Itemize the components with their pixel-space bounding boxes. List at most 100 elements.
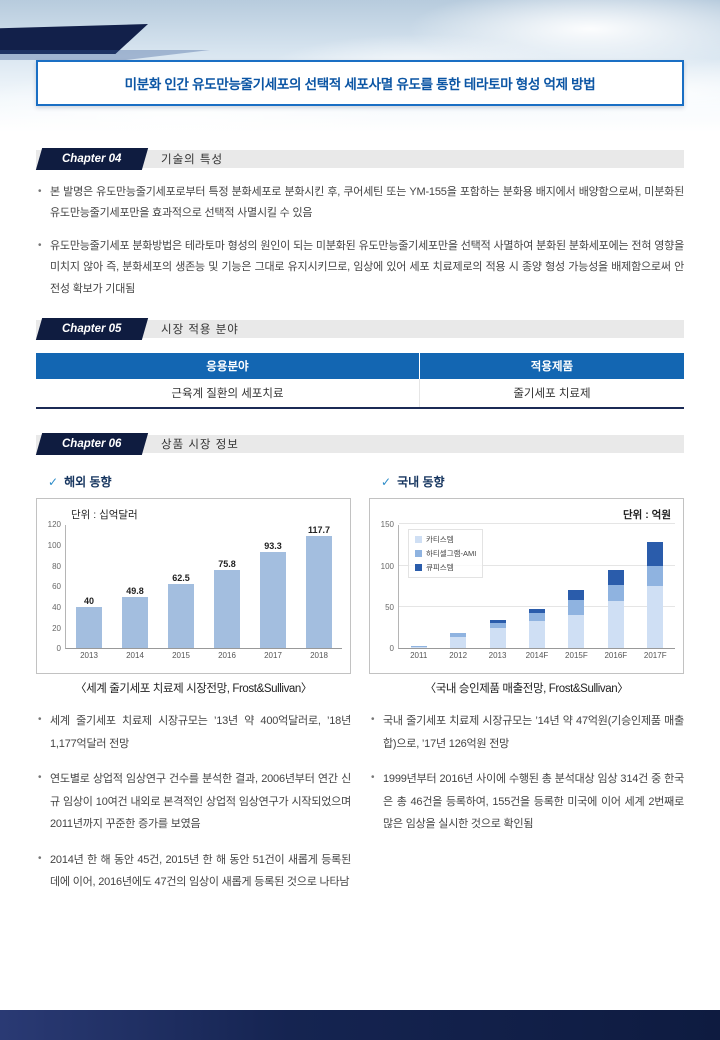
overseas-heading-text: 해외 동향 bbox=[64, 475, 112, 490]
y-tick-label: 0 bbox=[56, 644, 61, 654]
chapter-06-badge: Chapter 06 bbox=[35, 433, 149, 456]
bar-column: 2017F bbox=[644, 525, 667, 660]
bar bbox=[306, 536, 332, 649]
bar bbox=[122, 596, 148, 649]
charts-row: ✓ 해외 동향 단위 : 십억달러 0 20 40 60 80 100 120 40 2013 4… bbox=[36, 463, 684, 907]
y-tick-label: 40 bbox=[52, 602, 61, 612]
chapter-05-title: 시장 적용 분야 bbox=[161, 324, 239, 337]
y-tick-label: 60 bbox=[52, 582, 61, 592]
gridline bbox=[399, 605, 675, 607]
world-market-bar-chart: 0 20 40 60 80 100 120 40 2013 49.8 2014 62.5 2015 75.… bbox=[41, 520, 342, 660]
bar-column: 117.7 2018 bbox=[306, 525, 332, 660]
bar-column: 40 2013 bbox=[76, 525, 102, 660]
bar-segment bbox=[568, 600, 585, 616]
legend-name: 카티스템 bbox=[426, 535, 454, 545]
bar-column: 2012 bbox=[449, 525, 467, 660]
bar-column: 2014F bbox=[526, 525, 548, 660]
chapter-05-badge: Chapter 05 bbox=[35, 318, 149, 341]
x-tick-label: 2018 bbox=[310, 651, 328, 661]
bar-segment bbox=[450, 636, 467, 649]
document-title-box: 미분화 인간 유도만능줄기세포의 선택적 세포사멸 유도를 통한 테라토마 형성… bbox=[36, 60, 684, 106]
y-tick-label: 20 bbox=[52, 623, 61, 633]
world-market-chart: 단위 : 십억달러 0 20 40 60 80 100 120 40 2013 49.8 2014 6… bbox=[36, 498, 351, 675]
tech-features-list: 본 발명은 유도만능줄기세포로부터 특정 분화세포로 분화시킨 후, 쿠어세틴 … bbox=[36, 182, 684, 300]
bar-segment bbox=[647, 565, 664, 587]
bar-column: 2016F bbox=[604, 525, 627, 660]
x-tick-label: 2016 bbox=[218, 651, 236, 661]
bar-segment bbox=[450, 632, 467, 634]
bar bbox=[76, 606, 102, 649]
domestic-column: ✓ 국내 동향 단위 : 억원 카티스템 하티셀그램-AMI 큐피스템 0 50 100… bbox=[369, 463, 684, 907]
bullet-item: 세계 줄기세포 치료제 시장규모는 ’13년 약 400억달러로, ’18년 1… bbox=[36, 710, 351, 755]
main-content: Chapter 04 기술의 특성 본 발명은 유도만능줄기세포로부터 특정 분… bbox=[0, 148, 720, 907]
chapter-06-title: 상품 시장 정보 bbox=[161, 439, 239, 452]
domestic-heading-text: 국내 동향 bbox=[397, 475, 445, 490]
domestic-market-chart: 단위 : 억원 카티스템 하티셀그램-AMI 큐피스템 0 50 100 150 2011 2… bbox=[369, 498, 684, 675]
table-header-product: 적용제품 bbox=[418, 353, 684, 380]
bar-column: 75.8 2016 bbox=[214, 525, 240, 660]
x-tick-label: 2015F bbox=[565, 651, 588, 661]
table-header-row: 응용분야 적용제품 bbox=[36, 353, 684, 380]
table-header-application: 응용분야 bbox=[36, 353, 420, 380]
chapter-bar bbox=[36, 435, 684, 454]
chapter-05-badge-label: Chapter 05 bbox=[62, 323, 122, 336]
x-tick-label: 2017 bbox=[264, 651, 282, 661]
document-title: 미분화 인간 유도만능줄기세포의 선택적 세포사멸 유도를 통한 테라토마 형성… bbox=[124, 77, 596, 92]
bar-segment bbox=[568, 590, 585, 601]
header-banner: 미분화 인간 유도만능줄기세포의 선택적 세포사멸 유도를 통한 테라토마 형성… bbox=[0, 0, 720, 132]
legend-name: 하티셀그램-AMI bbox=[426, 549, 477, 559]
x-tick-label: 2014 bbox=[126, 651, 144, 661]
table-cell-product: 줄기세포 치료제 bbox=[418, 379, 684, 409]
unit-label: 단위 : 십억달러 bbox=[71, 509, 138, 522]
bar-segment bbox=[607, 601, 624, 649]
domestic-notes-list: 국내 줄기세포 치료제 시장규모는 ’14년 약 47억원(기승인제품 매출합)… bbox=[369, 710, 684, 836]
bullet-item: 본 발명은 유도만능줄기세포로부터 특정 분화세포로 분화시킨 후, 쿠어세틴 … bbox=[36, 182, 684, 225]
x-tick-label: 2014F bbox=[525, 651, 549, 661]
value-label: 62.5 bbox=[172, 572, 190, 583]
bullet-item: 2014년 한 해 동안 45건, 2015년 한 해 동안 51건이 새롭게 … bbox=[36, 849, 351, 894]
check-icon: ✓ bbox=[48, 474, 59, 489]
value-label: 117.7 bbox=[307, 525, 331, 536]
bar-segment bbox=[607, 584, 624, 602]
domestic-chart-caption: 〈국내 승인제품 매출전망, Frost&Sullivan〉 bbox=[424, 683, 629, 696]
bullet-item: 연도별로 상업적 임상연구 건수를 분석한 결과, 2006년부터 연간 신규 … bbox=[36, 768, 351, 836]
plot-area: 40 2013 49.8 2014 62.5 2015 75.8 2016 93.3 2017 11… bbox=[65, 525, 342, 660]
value-label: 40 bbox=[83, 595, 94, 606]
legend-swatch bbox=[415, 564, 422, 572]
bar bbox=[214, 569, 240, 649]
y-axis: 0 20 40 60 80 100 120 bbox=[41, 520, 65, 653]
bar-segment bbox=[450, 633, 467, 637]
legend-swatch bbox=[415, 550, 422, 558]
y-tick-label: 0 bbox=[389, 644, 394, 654]
y-tick-label: 150 bbox=[380, 520, 394, 530]
value-label: 93.3 bbox=[264, 540, 282, 551]
value-label: 75.8 bbox=[218, 558, 236, 569]
value-label: 49.8 bbox=[126, 585, 144, 596]
bar-segment bbox=[410, 646, 427, 649]
bar-column: 2015F bbox=[565, 525, 588, 660]
bar-segment bbox=[607, 569, 624, 585]
domestic-stacked-bar-chart: 0 50 100 150 2011 2012 2013 2014F 2015F 2016F 2017… bbox=[374, 520, 675, 660]
bullet-item: 1999년부터 2016년 사이에 수행된 총 분석대상 임상 314건 중 한… bbox=[369, 768, 684, 836]
x-tick-label: 2011 bbox=[410, 651, 428, 661]
chapter-04-title: 기술의 특성 bbox=[161, 154, 224, 166]
chapter-04-badge: Chapter 04 bbox=[35, 148, 149, 170]
table-cell-application: 근육계 질환의 세포치료 bbox=[36, 379, 420, 409]
y-tick-label: 100 bbox=[47, 540, 61, 550]
bars-area: 2011 2012 2013 2014F 2015F 2016F 2017F bbox=[399, 525, 675, 660]
footer-band bbox=[0, 1010, 720, 1040]
bar-segment bbox=[410, 645, 427, 647]
market-application-table: 응용분야 적용제품 근육계 질환의 세포치료 줄기세포 치료제 bbox=[36, 353, 684, 410]
table-row: 근육계 질환의 세포치료 줄기세포 치료제 bbox=[36, 379, 684, 409]
y-tick-label: 80 bbox=[52, 561, 61, 571]
chapter-04-badge-label: Chapter 04 bbox=[62, 153, 122, 165]
world-chart-caption: 〈세계 줄기세포 치료제 시장전망, Frost&Sullivan〉 bbox=[74, 683, 313, 696]
y-tick-label: 50 bbox=[385, 602, 394, 612]
legend-item: 큐피스템 bbox=[415, 562, 476, 573]
chapter-05-header: Chapter 05 시장 적용 분야 bbox=[35, 318, 684, 341]
bar-segment bbox=[528, 613, 545, 621]
y-axis: 0 50 100 150 bbox=[374, 520, 398, 653]
legend-name: 큐피스템 bbox=[426, 563, 454, 573]
